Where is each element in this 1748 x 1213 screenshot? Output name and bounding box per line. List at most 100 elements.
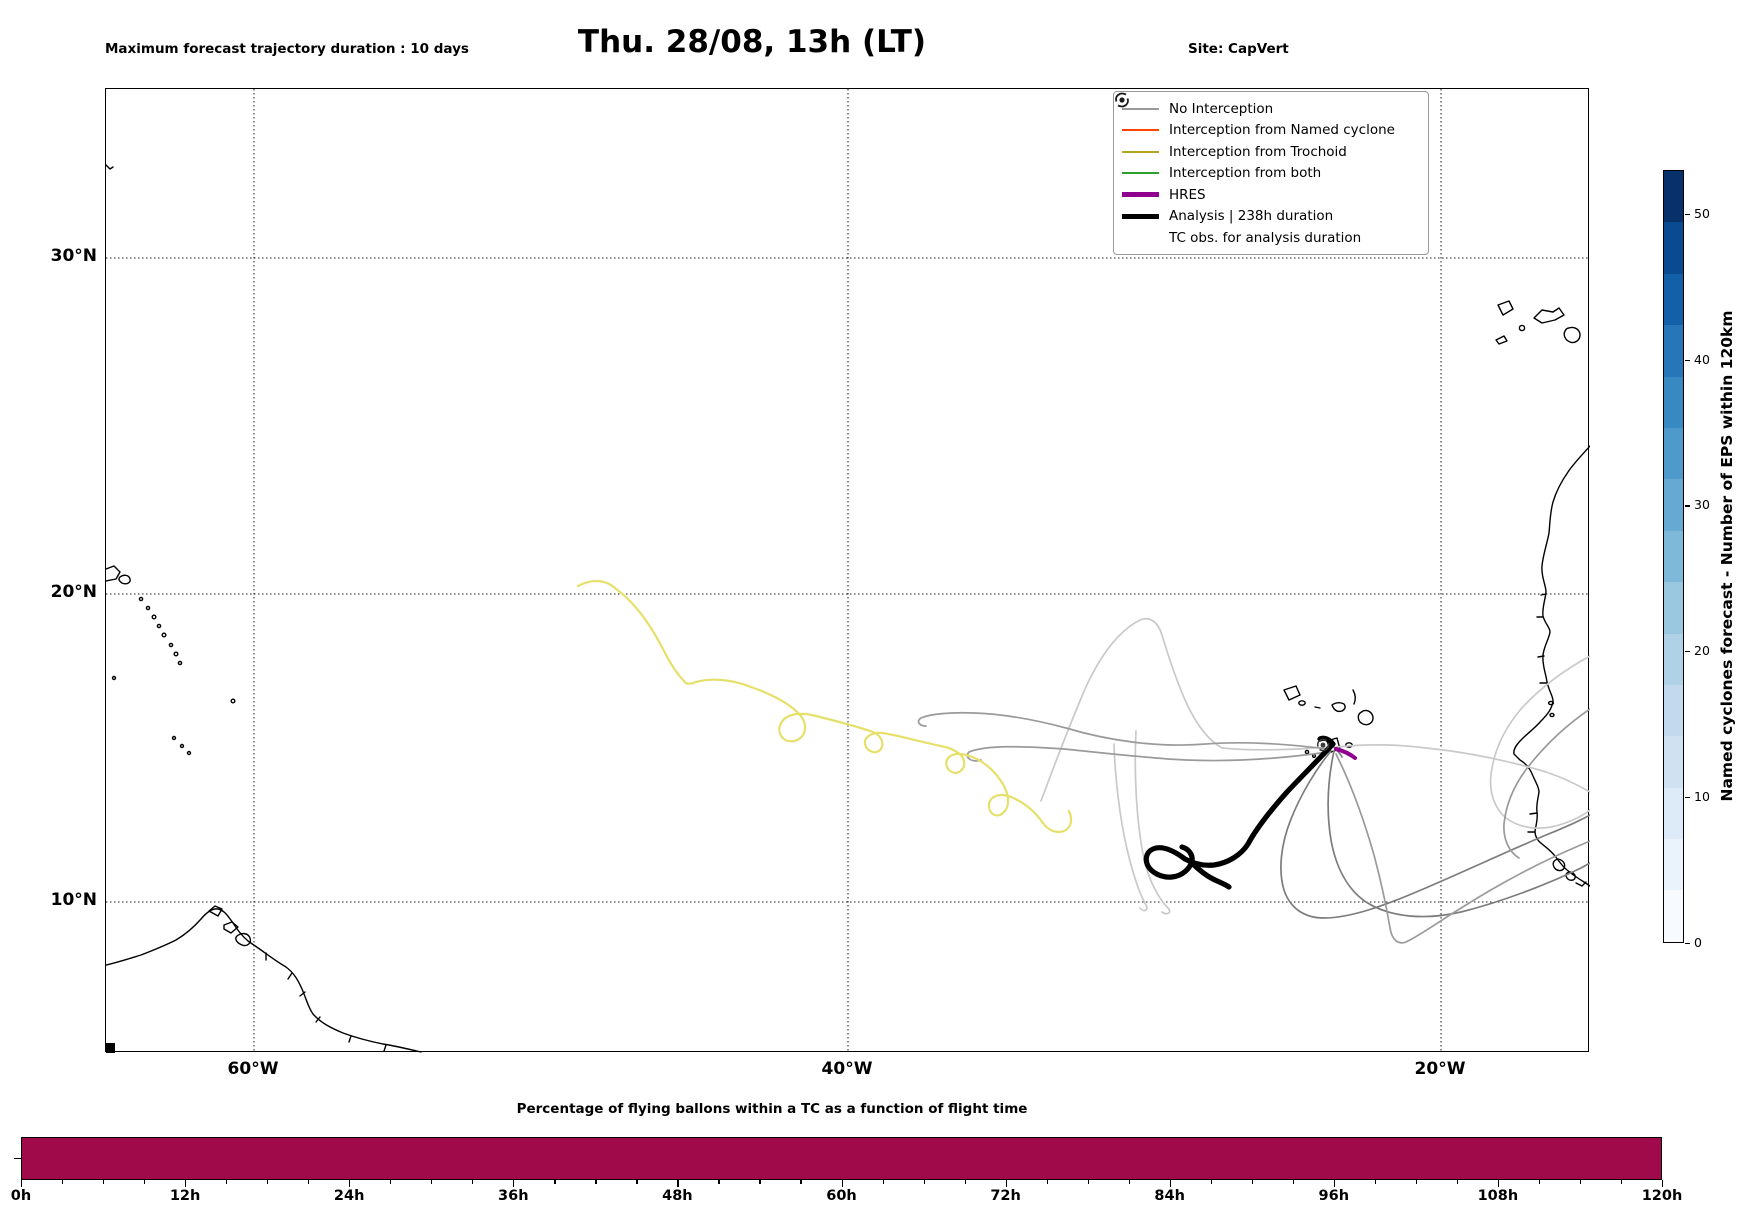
x-minor-tick [1538, 1180, 1541, 1184]
colorbar-band [1664, 787, 1683, 840]
x-minor-tick [636, 1180, 638, 1184]
legend-line [1122, 213, 1159, 219]
bottom-chart-title: Percentage of flying ballons within a TC… [516, 1101, 1028, 1117]
legend-label: Interception from both [1169, 165, 1322, 182]
x-minor-tick [595, 1180, 597, 1184]
legend-item-4: HRES [1122, 184, 1420, 206]
legend-line-swatch [1122, 192, 1159, 198]
trajectory-trochoid [576, 580, 1073, 834]
x-minor-tick [431, 1180, 433, 1184]
x-ticklabel-72h: 72h [990, 1188, 1021, 1204]
legend-label: No Interception [1169, 100, 1274, 117]
x-minor-tick [800, 1180, 802, 1184]
lat-tick-20°N: 20°N [50, 582, 97, 602]
trajectories-eps-no-interception [917, 617, 1590, 944]
bar-y-tick [14, 1158, 21, 1160]
colorbar-tick [1685, 505, 1690, 507]
legend-label: Interception from Named cyclone [1169, 122, 1395, 139]
legend-item-0: No Interception [1122, 98, 1420, 120]
colorbar-ticklabel-30: 30 [1694, 497, 1710, 513]
coastline-south-america [106, 905, 422, 1053]
x-minor-tick [882, 1180, 884, 1184]
legend-line-swatch [1122, 150, 1159, 153]
legend-line [1122, 150, 1159, 153]
lon-tick-40°W: 40°W [821, 1059, 873, 1079]
legend-item-6: TC obs. for analysis duration [1115, 92, 1420, 249]
x-major-tick [349, 1180, 351, 1187]
x-minor-tick [267, 1180, 269, 1184]
colorbar-ticklabel-10: 10 [1694, 789, 1710, 805]
figure-title: Thu. 28/08, 13h (LT) [577, 24, 927, 60]
x-minor-tick [1456, 1180, 1459, 1184]
colorbar-band [1664, 376, 1683, 428]
lon-tick-60°W: 60°W [227, 1059, 279, 1079]
x-major-tick [1497, 1180, 1500, 1187]
x-minor-tick [554, 1180, 556, 1184]
x-major-tick [21, 1180, 23, 1187]
legend-item-2: Interception from Trochoid [1122, 141, 1420, 163]
x-minor-tick [1374, 1180, 1376, 1184]
legend-item-5: Analysis | 238h duration [1122, 206, 1420, 228]
colorbar-band [1664, 530, 1683, 583]
lat-tick-30°N: 30°N [50, 246, 97, 266]
colorbar-tick [1685, 797, 1690, 799]
x-ticklabel-60h: 60h [826, 1188, 857, 1204]
legend-line [1122, 172, 1159, 175]
legend-item-1: Interception from Named cyclone [1122, 120, 1420, 142]
colorbar-band [1664, 736, 1683, 788]
map-legend: No Interception Interception from Named c… [1113, 91, 1429, 255]
colorbar-band [1664, 890, 1683, 942]
legend-line [1122, 192, 1159, 198]
legend-label: Analysis | 238h duration [1169, 208, 1334, 225]
colorbar-band [1664, 171, 1683, 223]
colorbar-label: Named cyclones forecast - Number of EPS … [1718, 310, 1736, 802]
x-ticklabel-96h: 96h [1318, 1188, 1350, 1204]
colorbar-ticklabel-20: 20 [1694, 643, 1710, 659]
x-minor-tick [390, 1180, 392, 1184]
x-major-tick [1169, 1180, 1171, 1187]
colorbar-ticklabel-50: 50 [1694, 205, 1710, 221]
x-minor-tick [759, 1180, 761, 1184]
lon-tick-20°W: 20°W [1414, 1059, 1466, 1079]
colorbar-tick [1685, 359, 1690, 361]
colorbar-band [1664, 839, 1683, 891]
x-major-tick [1005, 1180, 1007, 1187]
colorbar-band [1664, 222, 1683, 274]
x-major-tick [1333, 1180, 1335, 1187]
legend-line-swatch [1122, 213, 1159, 219]
legend-label: Interception from Trochoid [1169, 143, 1347, 160]
trajectory-analysis [1143, 735, 1336, 890]
legend-label: HRES [1169, 186, 1206, 203]
x-minor-tick [1046, 1180, 1048, 1184]
x-major-tick [1662, 1180, 1664, 1187]
colorbar-band [1664, 325, 1683, 377]
map-svg [106, 89, 1590, 1053]
tc-obs-marker [1316, 738, 1330, 752]
colorbar-tick [1685, 943, 1690, 945]
x-ticklabel-0h: 0h [10, 1188, 32, 1204]
colorbar-band [1664, 633, 1683, 685]
x-minor-tick [144, 1180, 146, 1184]
colorbar-band [1664, 273, 1683, 326]
colorbar-band [1664, 427, 1683, 480]
legend-line [1122, 129, 1159, 132]
x-minor-tick [1620, 1180, 1623, 1184]
x-minor-tick [1292, 1180, 1294, 1184]
x-minor-tick [1579, 1180, 1582, 1184]
x-ticklabel-12h: 12h [169, 1188, 201, 1204]
info-right-line1: Site: CapVert [1188, 41, 1289, 57]
x-minor-tick [308, 1180, 310, 1184]
x-major-tick [677, 1180, 679, 1187]
legend-line-swatch [1122, 107, 1159, 110]
x-minor-tick [964, 1180, 966, 1184]
islands-canary [1495, 300, 1581, 345]
x-major-tick [513, 1180, 515, 1187]
x-ticklabel-36h: 36h [498, 1188, 529, 1204]
trajectory-hres [1334, 747, 1357, 760]
flight-time-bar [21, 1137, 1662, 1180]
legend-item-3: Interception from both [1122, 163, 1420, 185]
colorbar-ticklabel-40: 40 [1694, 351, 1710, 367]
x-minor-tick [1128, 1180, 1130, 1184]
x-minor-tick [226, 1180, 228, 1184]
